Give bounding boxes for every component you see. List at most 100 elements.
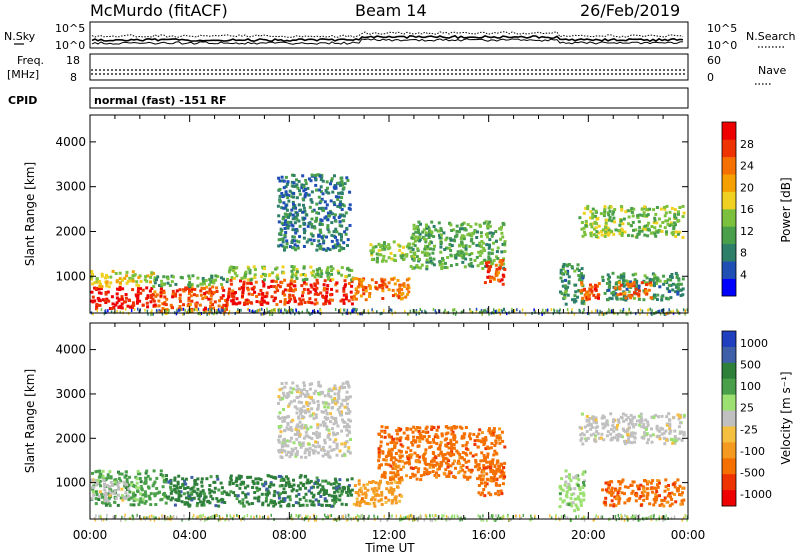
heatmap-cell — [241, 287, 245, 291]
heatmap-cell — [124, 491, 128, 495]
heatmap-cell — [461, 260, 465, 264]
heatmap-cell — [277, 496, 281, 500]
heatmap-cell — [341, 183, 344, 186]
heatmap-cell — [276, 204, 280, 208]
heatmap-cell — [418, 266, 422, 270]
heatmap-cell — [92, 493, 96, 497]
heatmap-cell — [293, 228, 297, 232]
heatmap-cell — [384, 245, 388, 248]
heatmap-cell — [405, 461, 409, 465]
heatmap-cell — [577, 495, 580, 499]
heatmap-cell — [199, 293, 203, 297]
heatmap-cell — [150, 514, 153, 518]
heatmap-cell — [408, 462, 411, 466]
heatmap-cell — [332, 417, 336, 421]
heatmap-cell — [259, 289, 263, 292]
heatmap-cell — [192, 489, 196, 493]
heatmap-cell — [629, 224, 633, 228]
heatmap-cell — [201, 297, 205, 301]
heatmap-cell — [419, 478, 423, 482]
heatmap-cell — [626, 440, 630, 444]
heatmap-cell — [193, 308, 196, 312]
heatmap-cell — [97, 475, 101, 479]
heatmap-cell — [321, 400, 325, 404]
heatmap-cell — [407, 277, 411, 281]
heatmap-cell — [669, 221, 673, 225]
heatmap-cell — [665, 281, 669, 285]
heatmap-cell — [494, 481, 498, 485]
heatmap-cell — [613, 436, 616, 440]
heatmap-cell — [674, 230, 678, 234]
heatmap-cell — [429, 241, 433, 245]
heatmap-cell — [292, 483, 296, 487]
heatmap-cell — [638, 496, 642, 500]
heatmap-cell — [121, 498, 125, 502]
heatmap-cell — [400, 252, 404, 256]
heatmap-cell — [384, 458, 388, 462]
heatmap-cell — [117, 299, 121, 303]
heatmap-cell — [340, 492, 344, 496]
heatmap-cell — [294, 231, 298, 235]
heatmap-cell — [607, 231, 611, 235]
heatmap-cell — [581, 296, 585, 300]
heatmap-cell — [378, 463, 382, 467]
heatmap-cell — [297, 387, 301, 391]
heatmap-cell — [489, 466, 492, 470]
heatmap-cell — [316, 426, 320, 430]
heatmap-cell — [429, 234, 433, 237]
heatmap-cell — [393, 254, 397, 258]
heatmap-cell — [588, 293, 591, 297]
heatmap-cell — [91, 471, 94, 475]
heatmap-cell — [558, 505, 562, 509]
heatmap-cell — [679, 294, 683, 297]
heatmap-cell — [314, 413, 318, 417]
heatmap-cell — [246, 281, 250, 285]
heatmap-cell — [482, 466, 486, 470]
heatmap-cell — [469, 309, 472, 313]
heatmap-cell — [226, 277, 229, 281]
heatmap-cell — [610, 488, 614, 492]
heatmap-cell — [315, 476, 319, 480]
noise-tick-left-top: 10^5 — [55, 22, 85, 35]
heatmap-cell — [253, 275, 257, 279]
heatmap-cell — [197, 515, 199, 519]
heatmap-cell — [250, 310, 253, 314]
heatmap-cell — [97, 498, 101, 501]
heatmap-cell — [342, 293, 346, 297]
heatmap-cell — [255, 300, 259, 304]
heatmap-cell — [427, 462, 431, 466]
heatmap-cell — [494, 270, 498, 274]
heatmap-cell — [281, 416, 285, 420]
heatmap-cell — [617, 418, 620, 422]
heatmap-cell — [113, 500, 117, 504]
heatmap-cell — [482, 518, 485, 522]
heatmap-cell — [118, 277, 122, 281]
heatmap-cell — [109, 275, 113, 279]
heatmap-cell — [129, 279, 133, 283]
heatmap-cell — [332, 482, 336, 486]
heatmap-cell — [402, 431, 406, 435]
heatmap-cell — [405, 450, 408, 454]
heatmap-cell — [124, 307, 127, 311]
heatmap-cell — [136, 472, 140, 476]
heatmap-cell — [460, 310, 463, 314]
heatmap-cell — [677, 219, 681, 223]
heatmap-cell — [175, 486, 179, 490]
freq-label: Freq. — [17, 54, 44, 67]
heatmap-cell — [300, 183, 304, 187]
heatmap-cell — [330, 177, 334, 181]
heatmap-cell — [594, 296, 598, 300]
heatmap-cell — [144, 477, 148, 481]
heatmap-cell — [104, 276, 108, 280]
heatmap-cell — [574, 503, 578, 507]
heatmap-cell — [608, 280, 612, 284]
heatmap-cell — [676, 232, 680, 236]
heatmap-cell — [593, 438, 596, 442]
heatmap-cell — [666, 222, 670, 226]
heatmap-cell — [641, 227, 645, 231]
heatmap-cell — [377, 481, 381, 485]
heatmap-cell — [267, 285, 271, 289]
heatmap-cell — [340, 489, 344, 493]
heatmap-cell — [307, 489, 311, 493]
heatmap-cell — [428, 441, 432, 444]
